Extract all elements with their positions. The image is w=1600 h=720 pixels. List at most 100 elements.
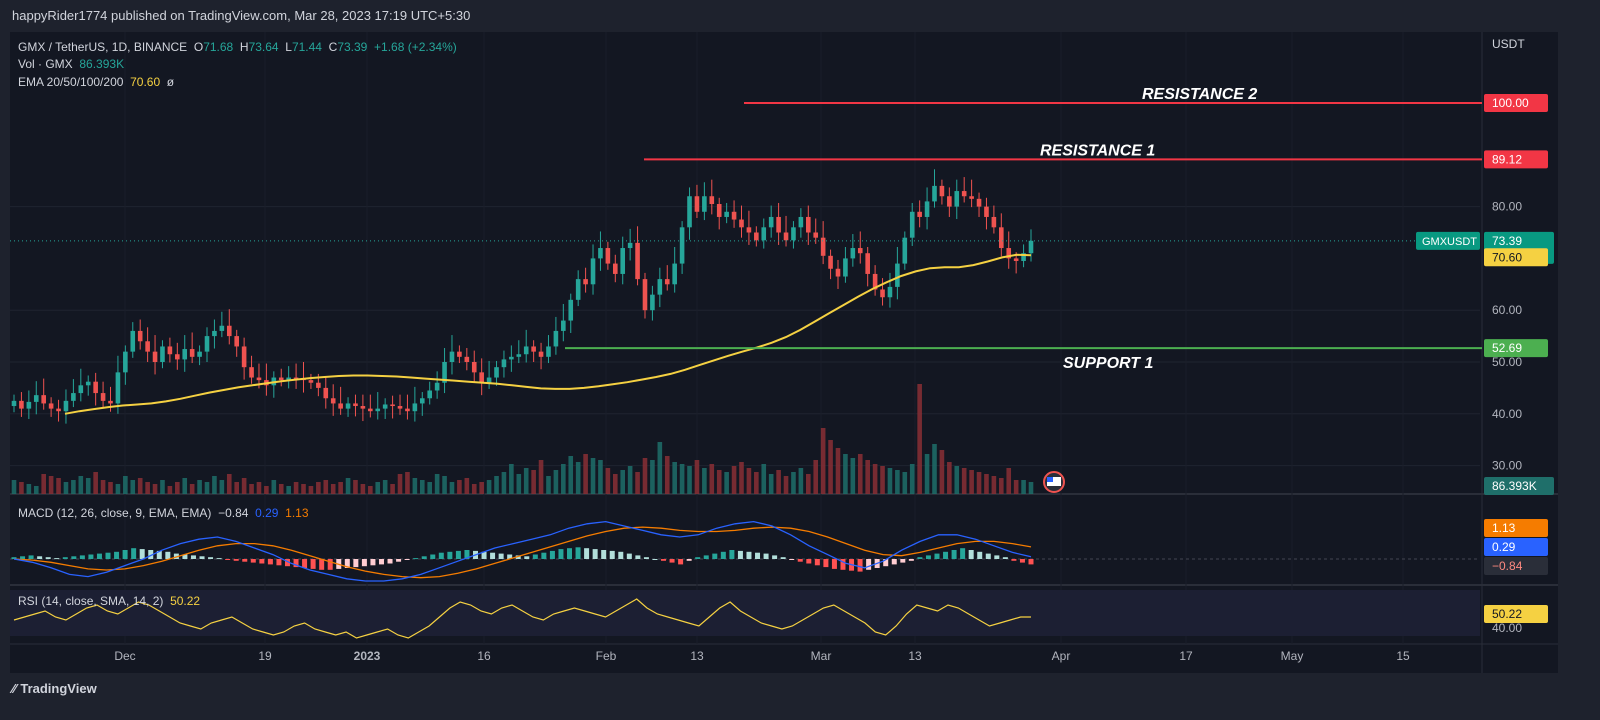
volume-bar <box>301 484 306 494</box>
candle-body <box>575 279 581 300</box>
volume-bar <box>961 468 967 494</box>
volume-bar <box>716 470 722 494</box>
candle-body <box>197 351 202 357</box>
macd-line-value: 0.29 <box>255 506 279 520</box>
candle-body <box>449 351 455 362</box>
legend-volume[interactable]: Vol · GMX 86.393K <box>18 57 124 71</box>
volume-bar <box>167 486 173 494</box>
candle-body <box>390 404 395 407</box>
macd-histogram-bar <box>233 559 239 561</box>
macd-histogram-bar <box>729 550 735 559</box>
candle-body <box>286 377 291 381</box>
volume-bar <box>264 486 269 494</box>
volume-bar <box>56 478 61 494</box>
volume-bar <box>382 480 388 494</box>
candle-body <box>679 227 685 264</box>
volume-bar <box>323 480 329 494</box>
ema-tag-bg <box>1484 248 1548 267</box>
candle-body <box>561 320 566 331</box>
volume-bar <box>189 484 195 494</box>
time-axis-tick: 13 <box>908 649 922 663</box>
macd-histogram-bar <box>840 559 846 570</box>
macd-histogram-bar <box>182 554 188 559</box>
candle-body <box>160 346 165 362</box>
volume-bar <box>583 454 588 494</box>
candle-body <box>412 403 418 412</box>
macd-histogram-bar <box>71 556 77 559</box>
macd-line-tag: 0.29 <box>1492 540 1516 554</box>
macd-histogram-bar <box>361 559 367 567</box>
chart-canvas[interactable]: RESISTANCE 2 RESISTANCE 1 SUPPORT 1 USDT 80.… <box>10 32 1558 673</box>
candle-body <box>123 351 128 373</box>
volume-bar <box>397 474 403 494</box>
candle-body <box>650 294 655 311</box>
candle-body <box>791 227 796 241</box>
rsi-tag-bg <box>1484 605 1548 623</box>
time-axis-tick: 17 <box>1179 649 1193 663</box>
volume-bar <box>746 468 752 494</box>
candle-body <box>41 395 46 404</box>
legend-ema-suffix: ø <box>166 75 175 89</box>
candle-body <box>405 408 410 412</box>
macd-histogram-bar <box>199 556 205 559</box>
volume-bar <box>843 454 848 494</box>
candle-body <box>880 289 885 298</box>
volume-bar <box>115 484 121 494</box>
macd-histogram-bar <box>62 557 68 559</box>
symbol-tag-bg <box>1416 231 1480 250</box>
candle-body <box>130 330 136 352</box>
macd-histogram-bar <box>242 559 248 562</box>
candle-body <box>100 393 106 401</box>
volume-bar <box>471 484 477 494</box>
legend-symbol[interactable]: GMX / TetherUS, 1D, BINANCE <box>18 40 188 54</box>
macd-legend[interactable]: MACD (12, 26, close, 9, EMA, EMA) −0.84 … <box>18 506 309 520</box>
volume-bar <box>330 484 336 494</box>
volume-bar <box>627 466 633 494</box>
macd-histogram-bar <box>378 559 384 565</box>
time-axis-tick: 15 <box>1396 649 1410 663</box>
macd-histogram-bar <box>951 550 957 559</box>
candle-body <box>828 255 833 269</box>
legend-low-label: L <box>285 40 292 54</box>
macd-histogram-bar <box>464 550 470 559</box>
volume-bar <box>783 476 789 494</box>
volume-bar <box>412 478 418 494</box>
candle-body <box>664 279 670 285</box>
candle-body <box>531 346 536 352</box>
volume-bar <box>724 472 729 494</box>
candle-body <box>516 354 522 357</box>
macd-histogram-bar <box>746 551 752 559</box>
candle-body <box>249 367 254 378</box>
volume-bar <box>805 474 811 494</box>
macd-histogram-bar <box>455 550 461 559</box>
tradingview-logo[interactable]: ⁄⁄ TradingView <box>12 681 97 696</box>
macd-histogram-bar <box>216 558 222 560</box>
volume-bar <box>368 486 373 494</box>
support-1-tag: 52.69 <box>1492 341 1522 355</box>
macd-histogram-bar <box>96 553 102 559</box>
candle-body <box>19 400 24 409</box>
volume-bar <box>160 480 165 494</box>
volume-bar <box>182 478 188 494</box>
candle-body <box>761 227 767 241</box>
candle-body <box>71 393 76 401</box>
chart-area[interactable]: RESISTANCE 2 RESISTANCE 1 SUPPORT 1 USDT 80.… <box>10 32 1558 673</box>
volume-bar <box>175 482 180 494</box>
legend-ema-label: EMA 20/50/100/200 <box>18 75 124 89</box>
legend-ema[interactable]: EMA 20/50/100/200 70.60 ø <box>18 75 174 89</box>
candle-body <box>316 382 321 388</box>
price-axis-tick: 60.00 <box>1492 303 1522 317</box>
candle-body <box>538 351 544 357</box>
macd-histogram-bar <box>532 554 538 559</box>
candle-body <box>256 377 262 381</box>
volume-bar <box>375 482 381 494</box>
macd-histogram-bar <box>1019 559 1025 563</box>
candle-body <box>226 325 232 337</box>
volume-bar <box>11 480 17 494</box>
volume-bar <box>19 482 24 494</box>
macd-histogram-bar <box>148 550 154 559</box>
candle-body <box>947 196 952 207</box>
volume-bar <box>48 476 54 494</box>
rsi-legend[interactable]: RSI (14, close, SMA, 14, 2) 50.22 <box>18 594 200 608</box>
candle-body <box>419 398 425 404</box>
